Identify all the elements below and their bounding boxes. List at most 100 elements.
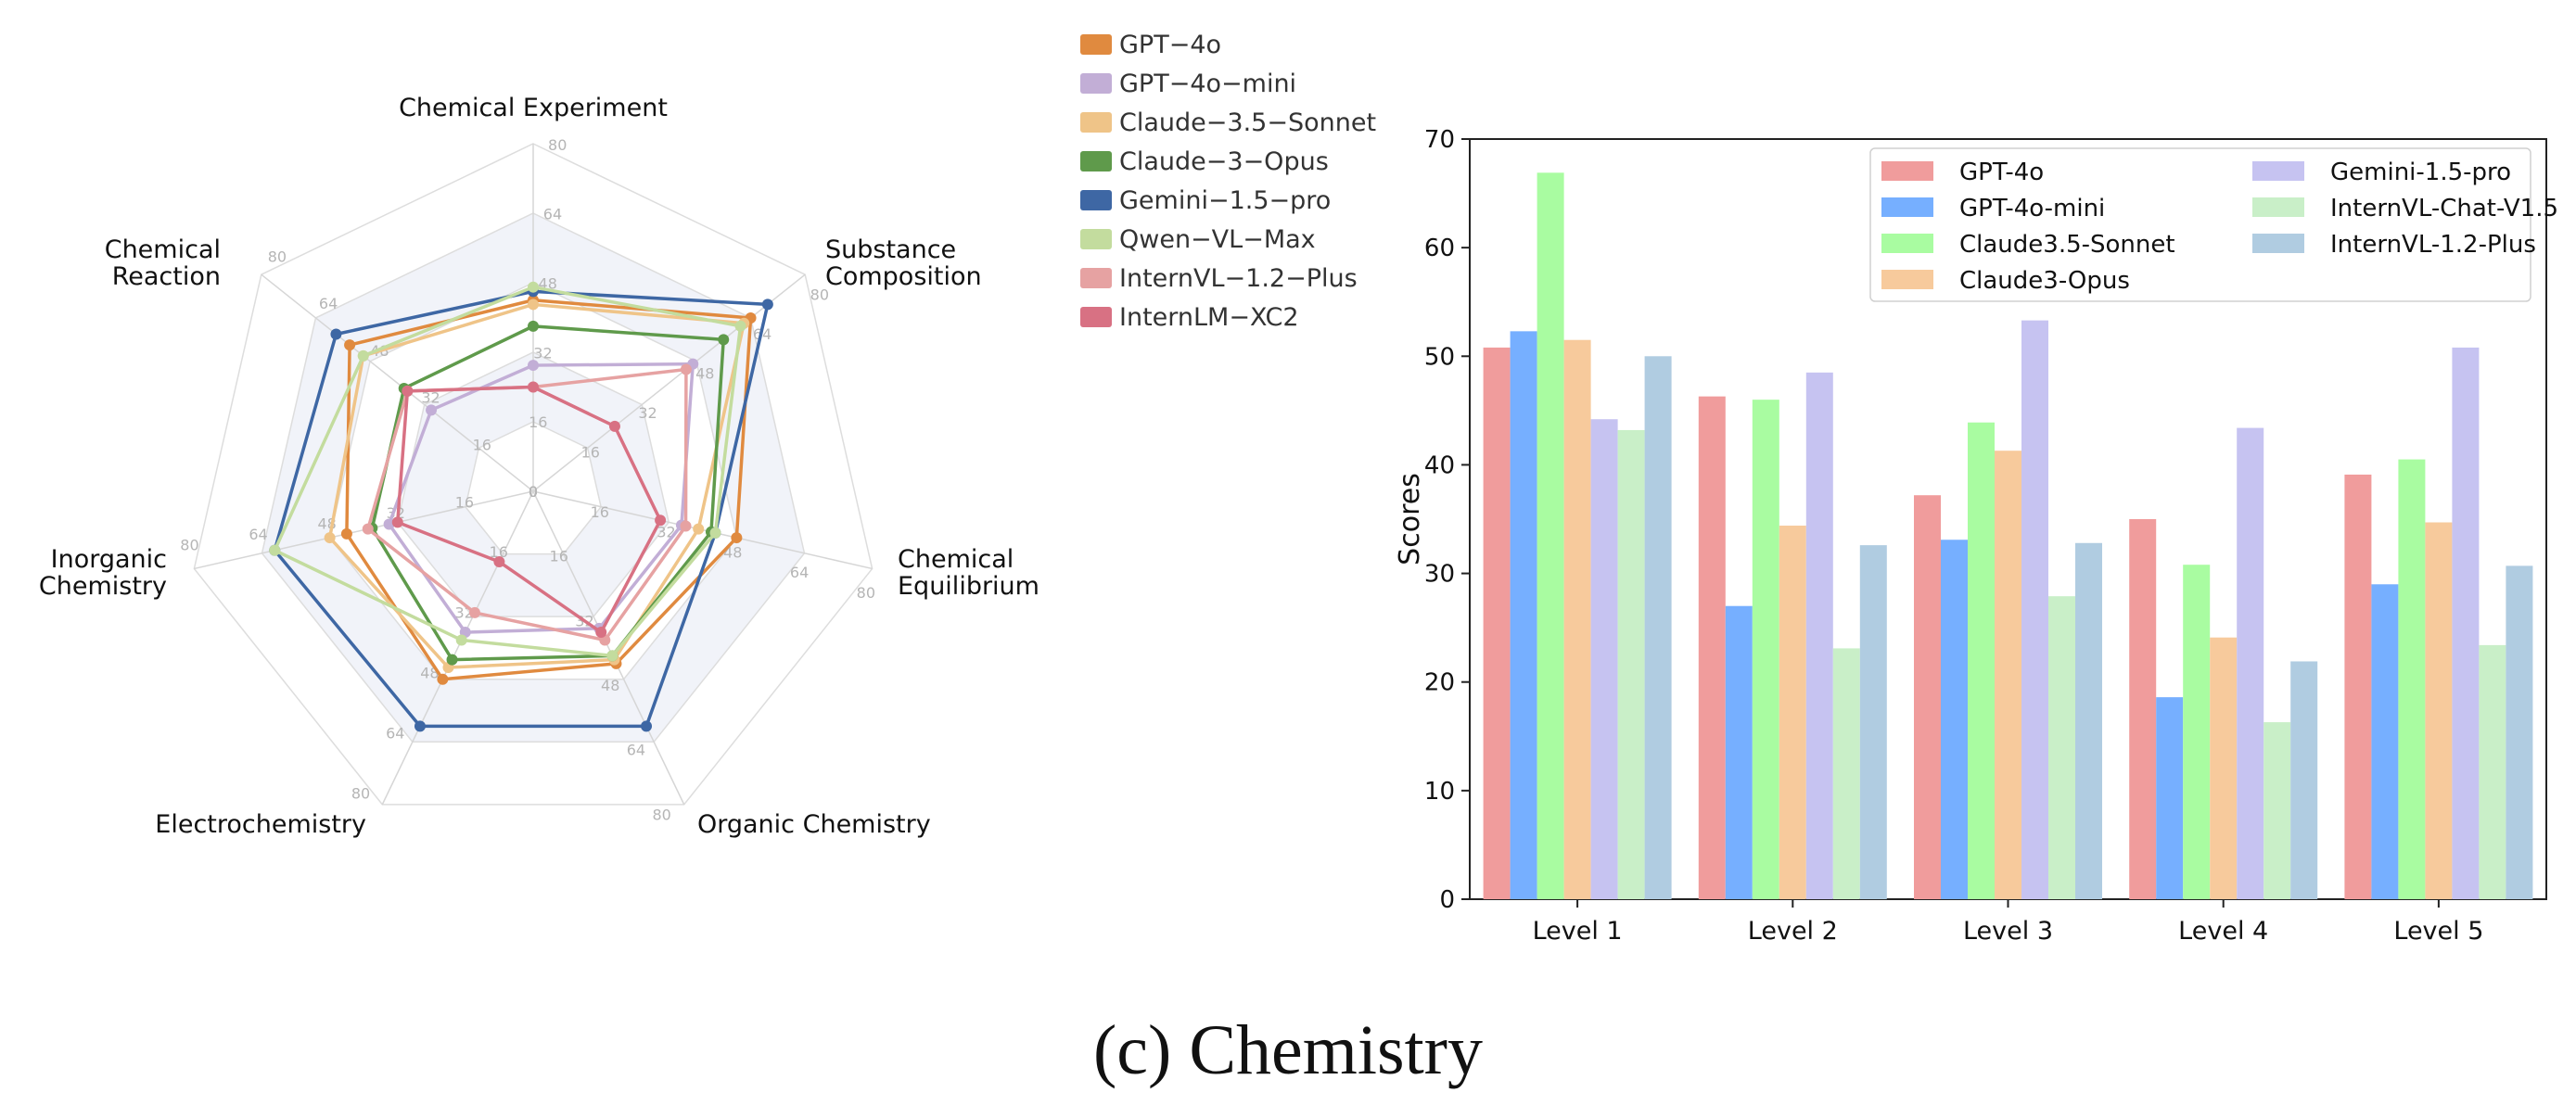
bar — [2425, 522, 2453, 899]
radar-tick-label: 16 — [455, 494, 474, 512]
bar — [2129, 519, 2157, 899]
bar-legend-box — [1869, 147, 2531, 302]
bar-legend-label: Claude3-Opus — [1959, 267, 2130, 295]
bar-chart: 0 10 20 30 40 50 60 70 Scores Level 1 Level 2 Level… — [1394, 126, 2558, 946]
radar-tick-label: 80 — [180, 537, 198, 554]
radar-axis-label-line: Chemistry — [39, 572, 167, 601]
radar-point — [362, 523, 374, 535]
bar — [1779, 526, 1806, 899]
radar-spoke — [532, 490, 685, 806]
radar-chart: 0000000161616161616163232323232323248484… — [39, 31, 1376, 839]
bar-legend-label: InternVL-Chat-V1.5 — [2330, 195, 2558, 222]
radar-legend-swatch — [1080, 151, 1112, 171]
radar-legend-label: InternLM−XC2 — [1119, 303, 1299, 332]
radar-axis-label: Inorganic Chemistry — [39, 545, 167, 601]
bar-y-axis-label: Scores — [1394, 473, 1426, 565]
radar-point — [468, 606, 480, 618]
bar — [1832, 648, 1860, 899]
bar-x-tick-label: Level 3 — [1963, 917, 2053, 946]
bar — [2398, 459, 2426, 899]
radar-axis-label: Chemical Experiment — [399, 94, 668, 122]
radar-series-line — [273, 289, 770, 729]
bar-y-tick-label: 0 — [1439, 886, 1455, 914]
bar-x-tick-label: Level 2 — [1748, 917, 1838, 946]
radar-point — [493, 556, 505, 568]
bar — [1995, 451, 2021, 899]
bar — [1698, 396, 1726, 900]
bar — [1537, 172, 1564, 900]
radar-point — [426, 404, 438, 416]
bar-x-tick-label: Level 1 — [1533, 917, 1623, 946]
radar-legend-label: Gemini−1.5−pro — [1119, 186, 1331, 215]
bar — [1752, 400, 1779, 900]
bar — [2344, 474, 2372, 899]
radar-axis-label: Organic Chemistry — [697, 810, 931, 839]
bar-legend-swatch — [1881, 234, 1933, 253]
radar-spoke — [532, 273, 806, 492]
radar-legend-swatch — [1080, 307, 1112, 327]
radar-tick-label: 64 — [319, 295, 338, 312]
radar-point — [528, 281, 539, 293]
radar-series-line — [396, 385, 662, 634]
radar-tick-label: 48 — [695, 364, 714, 382]
radar-tick-label: 32 — [421, 389, 440, 407]
radar-spoke — [381, 490, 534, 806]
radar-point — [718, 334, 730, 346]
bar-legend-label: GPT-4o-mini — [1959, 195, 2105, 222]
radar-axis-label-line: Organic Chemistry — [697, 810, 931, 839]
radar-series-line — [387, 362, 695, 634]
bar — [2210, 637, 2238, 899]
radar-point — [324, 532, 336, 544]
radar-tick-label: 0 — [529, 483, 538, 501]
radar-point — [693, 523, 705, 535]
bar — [2264, 722, 2291, 899]
radar-tick-label: 80 — [351, 785, 370, 803]
radar-axis-label: Chemical Reaction — [105, 235, 221, 291]
radar-legend-label: Claude−3.5−Sonnet — [1119, 108, 1376, 137]
radar-legend-swatch — [1080, 268, 1112, 288]
radar-tick-label: 32 — [533, 344, 552, 362]
radar-tick-label: 0 — [529, 483, 538, 501]
radar-tick-label: 64 — [627, 742, 645, 759]
radar-axis-label-line: Chemical — [105, 235, 221, 264]
bar-y-tick-label: 60 — [1424, 235, 1455, 262]
radar-point — [528, 298, 539, 311]
radar-tick-label: 16 — [473, 436, 491, 453]
radar-tick-label: 80 — [268, 248, 287, 265]
radar-point — [528, 320, 539, 332]
radar-spoke — [261, 273, 534, 492]
radar-legend-label: GPT−4o — [1119, 31, 1221, 59]
radar-axis-label-line: Inorganic — [51, 545, 167, 574]
bar — [2479, 644, 2506, 899]
radar-tick-label: 80 — [810, 286, 829, 303]
radar-tick-label: 80 — [652, 806, 670, 823]
radar-point — [528, 381, 539, 393]
radar-legend-label: GPT−4o−mini — [1119, 70, 1296, 98]
radar-series-line — [366, 367, 688, 642]
bar — [2506, 565, 2533, 899]
radar-point — [709, 527, 721, 539]
bar-legend-swatch — [1881, 197, 1933, 217]
bar-y-tick-label: 70 — [1424, 126, 1455, 154]
bar — [2183, 565, 2211, 899]
radar-legend-label: Qwen−VL−Max — [1119, 225, 1316, 254]
bar-legend-swatch — [2252, 161, 2304, 181]
bar — [1563, 339, 1591, 899]
bar-y-tick-label: 20 — [1424, 669, 1455, 697]
bar — [2021, 320, 2048, 900]
radar-point — [655, 514, 667, 527]
radar-axis-label-line: Reaction — [112, 262, 221, 291]
radar-legend-swatch — [1080, 112, 1112, 133]
radar-tick-label: 48 — [601, 677, 619, 694]
radar-axis-label-line: Electrochemistry — [155, 810, 366, 839]
radar-axis-label: Electrochemistry — [155, 810, 366, 839]
radar-point — [680, 520, 692, 532]
bar-legend-swatch — [1881, 161, 1933, 181]
bar — [1968, 422, 1995, 899]
radar-point — [680, 363, 692, 375]
radar-tick-label: 0 — [529, 483, 538, 501]
bar — [1483, 347, 1511, 899]
radar-tick-label: 16 — [550, 548, 568, 565]
radar-point — [608, 420, 620, 432]
bar-y-tick-label: 50 — [1424, 343, 1455, 371]
